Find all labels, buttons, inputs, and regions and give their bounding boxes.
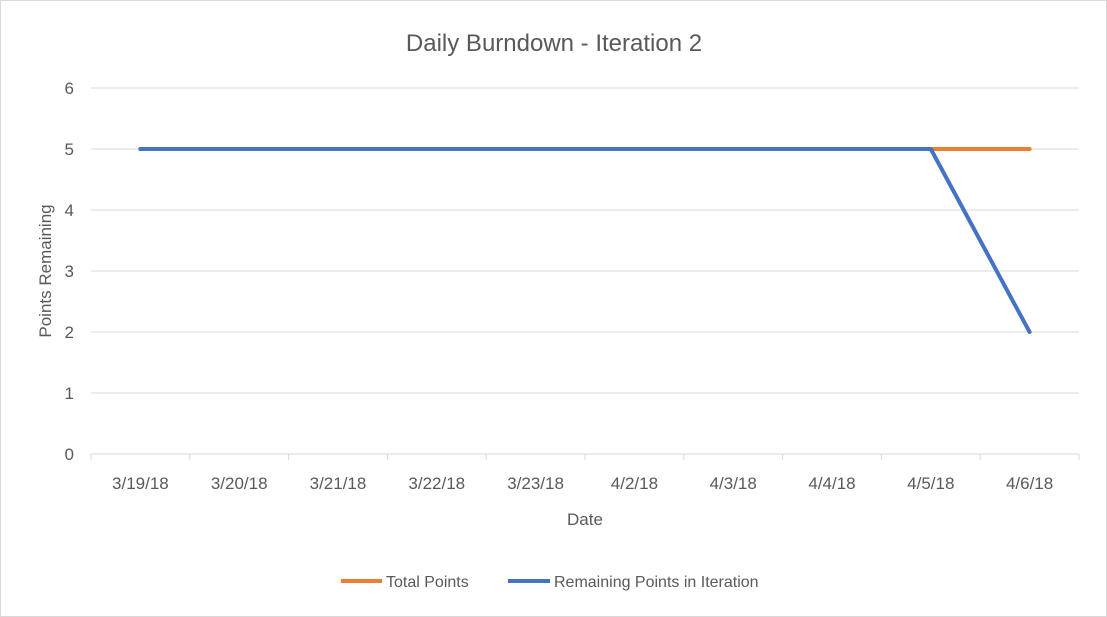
x-tick-label: 4/4/18 bbox=[808, 474, 855, 493]
x-tick-label: 4/3/18 bbox=[710, 474, 757, 493]
y-axis-title: Points Remaining bbox=[36, 204, 55, 337]
gridlines bbox=[91, 87, 1079, 394]
y-tick-label: 4 bbox=[65, 201, 74, 220]
x-tick-label: 4/6/18 bbox=[1006, 474, 1053, 493]
x-tick-label: 3/20/18 bbox=[211, 474, 268, 493]
legend-label-1: Total Points bbox=[386, 574, 469, 591]
x-tick-label: 3/19/18 bbox=[112, 474, 169, 493]
y-tick-label: 1 bbox=[65, 384, 74, 403]
y-tick-label: 3 bbox=[65, 262, 74, 281]
x-axis-ticks: 3/19/18 3/20/18 3/21/18 3/22/18 3/23/18 4/2/1… bbox=[112, 474, 1053, 493]
chart-title: Daily Burndown - Iteration 2 bbox=[406, 30, 702, 57]
x-tick-label: 3/22/18 bbox=[408, 474, 465, 493]
legend: Total Points Remaining Points in Iteratio… bbox=[341, 574, 759, 591]
x-tick-label: 3/21/18 bbox=[310, 474, 367, 493]
y-tick-label: 0 bbox=[65, 445, 74, 464]
series-line-2 bbox=[138, 147, 1032, 334]
x-tick-label: 4/2/18 bbox=[611, 474, 658, 493]
y-tick-label: 5 bbox=[65, 140, 74, 159]
y-tick-label: 6 bbox=[65, 79, 74, 98]
x-axis bbox=[90, 453, 1080, 460]
x-tick-label: 3/23/18 bbox=[507, 474, 564, 493]
y-axis-ticks: 0 1 2 3 4 5 6 bbox=[65, 79, 74, 464]
series-lines bbox=[138, 147, 1032, 334]
x-tick-label: 4/5/18 bbox=[907, 474, 954, 493]
legend-label-2: Remaining Points in Iteration bbox=[554, 574, 759, 591]
x-axis-title: Date bbox=[567, 510, 603, 529]
y-tick-label: 2 bbox=[65, 323, 74, 342]
